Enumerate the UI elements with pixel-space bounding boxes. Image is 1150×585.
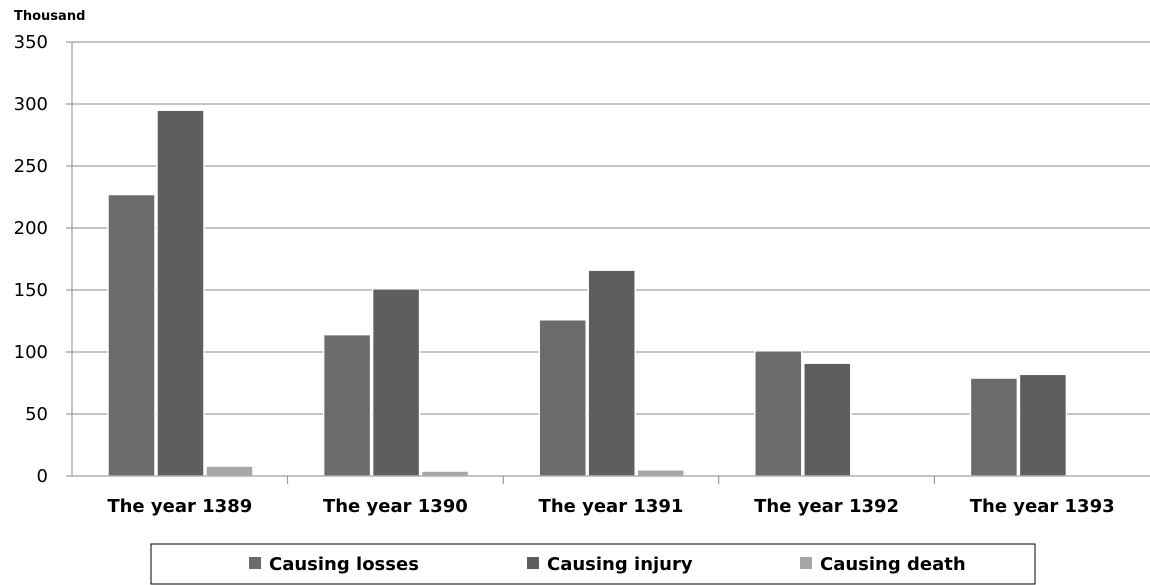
legend-label: Causing losses xyxy=(269,554,419,575)
y-tick-label: 350 xyxy=(14,32,48,53)
y-axis-ticks: 0 50 100 150 200 250 300 350 xyxy=(14,32,72,487)
bars xyxy=(107,109,1117,477)
y-tick-label: 0 xyxy=(37,466,48,487)
bar-3-1 xyxy=(205,465,254,477)
axes xyxy=(71,42,1150,477)
legend: Causing losses Causing injury Causing deat… xyxy=(150,543,1036,585)
y-tick-label: 250 xyxy=(14,156,48,177)
legend-box xyxy=(150,543,1036,585)
y-tick-label: 300 xyxy=(14,94,48,115)
legend-label: Causing injury xyxy=(547,554,693,575)
x-tick-label: The year 1391 xyxy=(539,496,684,517)
bar-1-2 xyxy=(322,333,372,477)
y-tick-label: 150 xyxy=(14,280,48,301)
bar-3-2 xyxy=(420,470,470,477)
x-axis-ticks: The year 1389 The year 1390 The year 1391 T… xyxy=(107,476,1115,517)
bar-3-3 xyxy=(636,469,685,477)
legend-swatch xyxy=(249,557,261,569)
y-tick-label: 200 xyxy=(14,218,48,239)
x-tick-label: The year 1390 xyxy=(323,496,468,517)
bar-1-5 xyxy=(969,377,1019,477)
x-tick-label: The year 1389 xyxy=(107,496,252,517)
y-tick-label: 50 xyxy=(25,404,48,425)
y-axis-unit-label: Thousand xyxy=(14,9,85,24)
bar-1-1 xyxy=(107,193,156,477)
legend-label: Causing death xyxy=(820,554,966,575)
bar-2-3 xyxy=(587,269,636,477)
x-tick-label: The year 1392 xyxy=(754,496,899,517)
bar-2-1 xyxy=(156,109,205,477)
bar-2-4 xyxy=(803,362,852,477)
y-tick-label: 100 xyxy=(14,342,48,363)
bar-2-5 xyxy=(1018,373,1068,477)
legend-swatch xyxy=(527,557,539,569)
x-tick-label: The year 1393 xyxy=(970,496,1115,517)
bar-1-4 xyxy=(754,350,803,477)
bar-2-2 xyxy=(371,288,421,477)
bar-1-3 xyxy=(538,319,587,477)
legend-swatch xyxy=(800,557,812,569)
